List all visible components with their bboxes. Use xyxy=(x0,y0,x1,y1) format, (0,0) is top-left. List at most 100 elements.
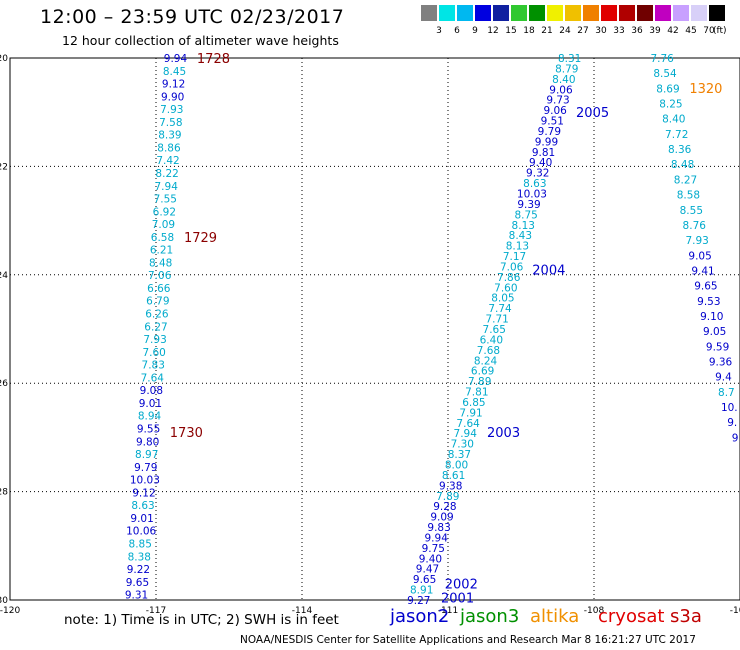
wave-height-value: 10.03 xyxy=(517,189,547,201)
wave-height-value: 7.06 xyxy=(500,261,524,273)
wave-height-value: 9.47 xyxy=(416,564,439,576)
wave-height-value: 7.83 xyxy=(142,360,165,372)
wave-height-value: 7.93 xyxy=(143,334,166,346)
wave-height-value: 10. xyxy=(721,402,738,414)
color-scale-label: 18 xyxy=(523,26,535,36)
wave-height-value: 8.37 xyxy=(448,449,471,461)
color-scale-label: 33 xyxy=(613,26,625,36)
wave-height-value: 9.32 xyxy=(526,168,549,180)
wave-height-value: 7.64 xyxy=(456,418,480,430)
wave-height-value: 7.89 xyxy=(436,491,459,503)
color-swatch xyxy=(511,5,527,21)
lon-tick-label: -120 xyxy=(0,606,20,616)
wave-height-value: 8.85 xyxy=(129,538,152,550)
wave-height-value: 9.81 xyxy=(532,147,555,159)
wave-height-value: 6.26 xyxy=(145,309,169,321)
credit-line: NOAA/NESDIS Center for Satellite Applica… xyxy=(240,634,696,646)
wave-height-value: 6.40 xyxy=(480,334,503,346)
wave-height-value: 8.40 xyxy=(662,114,685,126)
color-swatch xyxy=(601,5,617,21)
map-frame xyxy=(9,57,740,601)
wave-height-value: 9.05 xyxy=(703,326,726,338)
wave-height-value: 6.21 xyxy=(150,245,173,257)
color-swatch xyxy=(655,5,671,21)
wave-height-value: 9.53 xyxy=(697,296,720,308)
wave-height-value: 8.05 xyxy=(491,293,514,305)
wave-height-value: 8.61 xyxy=(442,470,465,482)
pass-time-label: 1730 xyxy=(170,426,203,441)
pass-time-label: 1320 xyxy=(689,82,722,97)
wave-height-value: 9.27 xyxy=(407,595,430,607)
pass-time-label: 2002 xyxy=(445,578,478,593)
wave-height-value: 9.94 xyxy=(164,53,188,65)
wave-height-value: 9.01 xyxy=(130,513,153,525)
wave-height-value: 6.58 xyxy=(151,232,174,244)
wave-height-value: 7.17 xyxy=(503,251,526,263)
pass-time-label: 2005 xyxy=(576,106,609,121)
color-scale-label: 15 xyxy=(505,26,517,36)
wave-height-value: 9.39 xyxy=(517,199,540,211)
wave-height-value: 8.13 xyxy=(512,220,535,232)
wave-height-value: 9.22 xyxy=(127,564,150,576)
color-swatch xyxy=(583,5,599,21)
color-swatch xyxy=(709,5,725,21)
wave-height-value: 9.55 xyxy=(137,423,160,435)
lat-tick-label: 28 xyxy=(0,488,8,498)
wave-height-value: 9.08 xyxy=(140,385,163,397)
lon-tick-label: -117 xyxy=(146,606,166,616)
wave-height-value: 8.45 xyxy=(163,66,186,78)
pass-time-label: 2004 xyxy=(532,263,565,278)
wave-height-value: 7.74 xyxy=(488,303,512,315)
wave-height-value: 8.58 xyxy=(677,190,700,202)
color-swatch xyxy=(439,5,455,21)
wave-height-value: 9.41 xyxy=(691,265,714,277)
wave-height-value: 9.01 xyxy=(139,398,162,410)
color-swatch xyxy=(673,5,689,21)
wave-height-value: 7.86 xyxy=(497,272,521,284)
wave-height-value: 8.91 xyxy=(410,585,433,597)
wave-height-value: 9.10 xyxy=(700,311,723,323)
color-scale-label: 3 xyxy=(436,26,442,36)
wave-height-value: 8.48 xyxy=(149,257,172,269)
color-scale-label: 6 xyxy=(454,26,460,36)
satellite-cryosat: cryosat xyxy=(598,606,665,627)
wave-height-value: 10.06 xyxy=(126,526,156,538)
wave-height-value: 8.22 xyxy=(155,168,178,180)
wave-height-value: 8.36 xyxy=(668,144,692,156)
color-swatch xyxy=(457,5,473,21)
wave-height-value: 8.86 xyxy=(157,142,181,154)
wave-height-value: 9.65 xyxy=(413,574,436,586)
wave-height-value: 8.55 xyxy=(680,205,703,217)
footnote: note: 1) Time is in UTC; 2) SWH is in fe… xyxy=(64,612,339,628)
wave-height-value: 8.63 xyxy=(131,500,154,512)
wave-height-value: 6.79 xyxy=(146,296,169,308)
wave-height-value: 8.13 xyxy=(506,241,529,253)
wave-height-value: 9.31 xyxy=(125,590,148,602)
wave-height-value: 8.75 xyxy=(514,209,537,221)
page-subtitle: 12 hour collection of altimeter wave hei… xyxy=(62,33,339,48)
color-scale-label: 9 xyxy=(472,26,478,36)
wave-height-value: 9.40 xyxy=(419,553,442,565)
wave-height-value: 9. xyxy=(727,417,737,429)
lat-tick-label: 30 xyxy=(0,596,8,606)
wave-height-value: 9.28 xyxy=(433,501,456,513)
wave-height-value: 8.63 xyxy=(523,178,546,190)
color-scale-label: 12 xyxy=(487,26,499,36)
satellite-altika: altika xyxy=(530,606,580,627)
wave-height-value: 8.40 xyxy=(552,74,575,86)
wave-height-value: 9.06 xyxy=(543,105,567,117)
wave-height-value: 7.58 xyxy=(159,117,182,129)
lat-tick-label: 24 xyxy=(0,271,8,281)
satellite-s3a: s3a xyxy=(670,606,702,627)
color-swatch xyxy=(547,5,563,21)
wave-height-value: 9 xyxy=(732,432,739,444)
wave-height-value: 9.94 xyxy=(425,532,449,544)
wave-height-value: 7.93 xyxy=(685,235,708,247)
wave-height-value: 8.39 xyxy=(158,130,181,142)
wave-height-value: 7.71 xyxy=(485,314,508,326)
wave-height-value: 8.31 xyxy=(558,53,581,65)
wave-height-value: 8.48 xyxy=(671,159,694,171)
wave-height-value: 8.54 xyxy=(653,68,677,80)
lon-tick-label: -108 xyxy=(584,606,605,616)
wave-height-value: 7.76 xyxy=(650,53,674,65)
